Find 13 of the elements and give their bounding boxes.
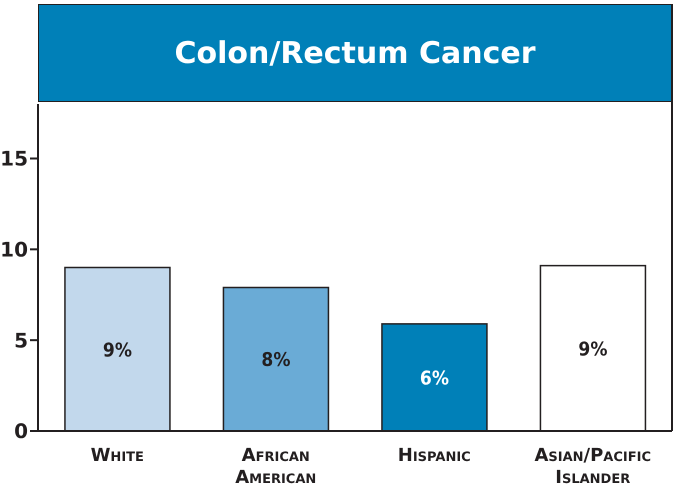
y-tick-label: 10 <box>0 237 28 262</box>
data-label: 6% <box>420 367 449 390</box>
data-label: 9% <box>102 339 132 362</box>
y-tick-label: 15 <box>0 146 28 171</box>
data-label: 8% <box>261 349 290 372</box>
y-tick-label: 5 <box>14 328 28 352</box>
y-tick-label: 0 <box>14 419 28 444</box>
x-tick-label: African American <box>235 445 316 487</box>
x-tick-label: White <box>90 445 144 466</box>
data-label: 9% <box>578 338 608 360</box>
chart-title: Colon/Rectum Cancer <box>174 36 536 70</box>
x-tick-label: Hispanic <box>398 445 471 466</box>
x-tick-label: Asian/Pacific Islander <box>534 445 652 487</box>
